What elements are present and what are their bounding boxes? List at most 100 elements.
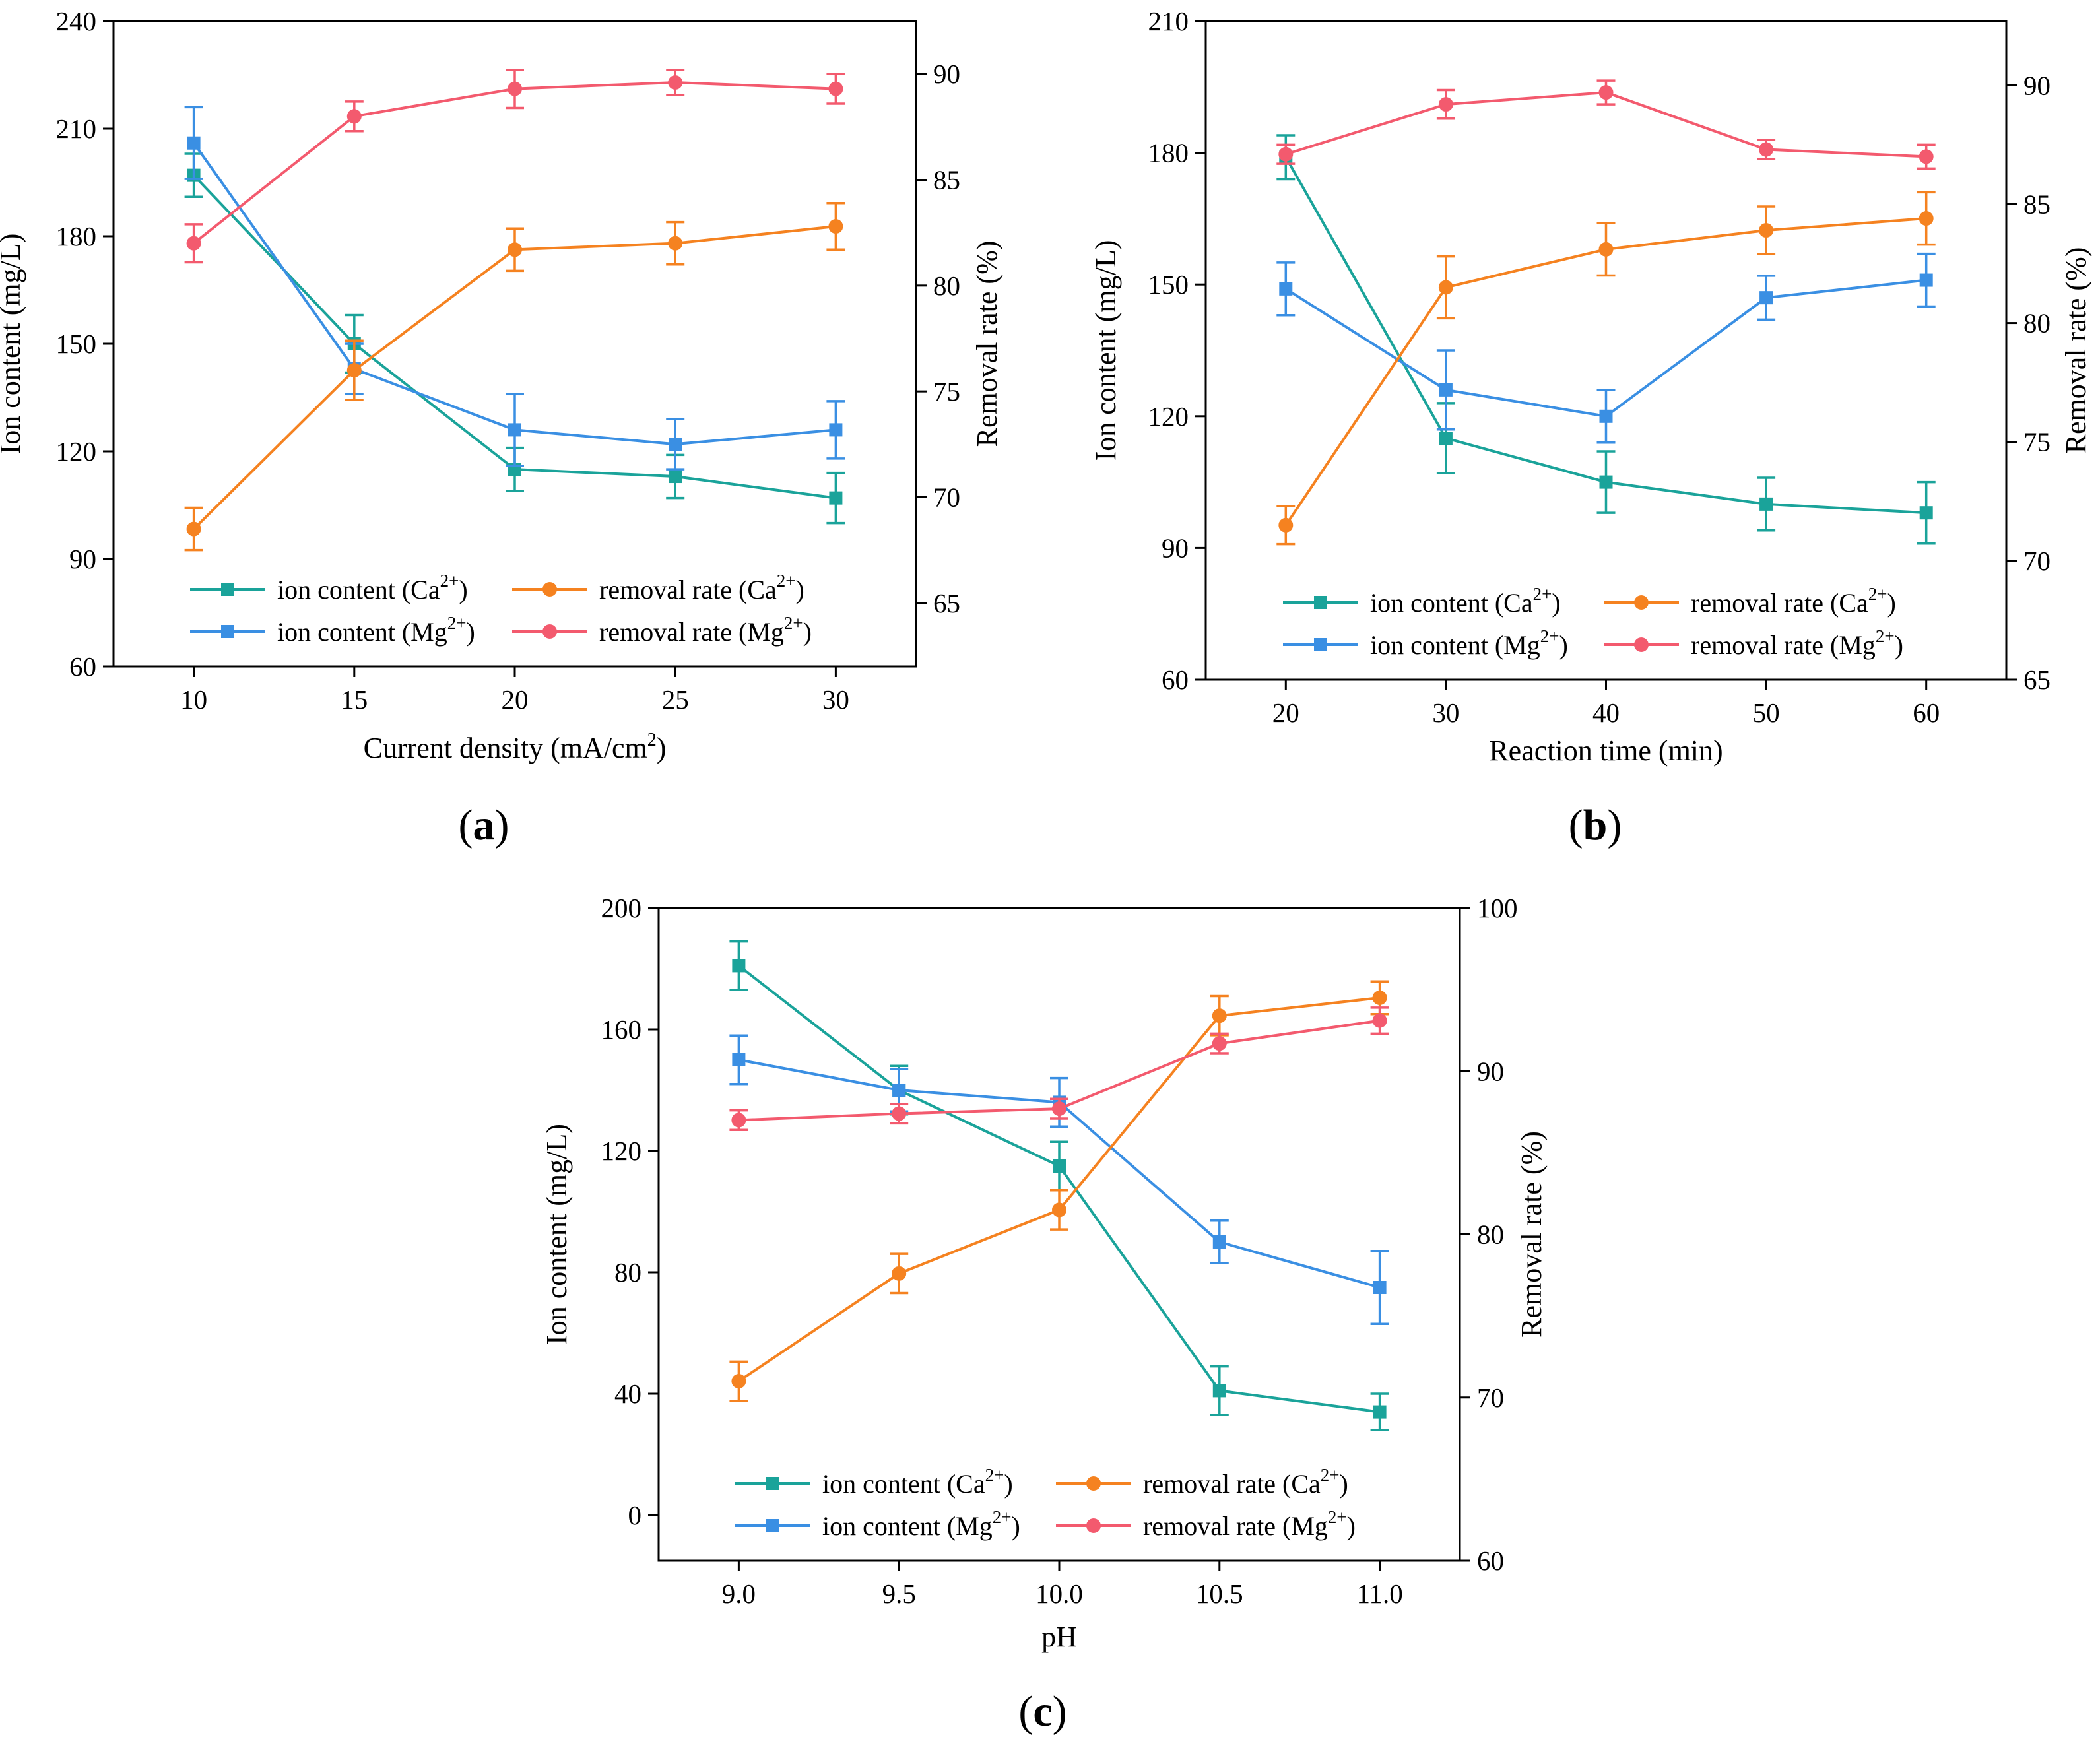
- x-tick-label: 30: [1432, 698, 1459, 728]
- x-axis-title-main: pH: [1041, 1621, 1077, 1653]
- y-left-tick-label: 240: [56, 6, 97, 36]
- data-point-square: [1373, 1405, 1387, 1419]
- legend-label-close: ): [795, 575, 804, 604]
- legend-label-sup: 2+: [447, 613, 467, 633]
- plot-frame: [112, 20, 917, 668]
- data-point-circle: [1052, 1101, 1066, 1117]
- data-point-circle: [892, 1106, 907, 1121]
- legend-label-close: ): [1559, 630, 1567, 660]
- data-point-square: [1599, 475, 1613, 489]
- data-point-circle: [828, 81, 843, 96]
- legend-marker-square: [221, 625, 234, 638]
- data-point-circle: [828, 219, 843, 234]
- legend-label-main: ion content (Mg: [1370, 630, 1540, 660]
- y-right-tick-label: 75: [933, 376, 960, 406]
- data-point-circle: [508, 81, 522, 96]
- data-point-circle: [668, 236, 683, 251]
- data-point-circle: [1278, 146, 1294, 162]
- data-point-square: [1373, 1281, 1387, 1294]
- x-tick-label: 60: [1913, 698, 1940, 728]
- panel-label-open: (: [1018, 1687, 1033, 1736]
- data-point-square: [1439, 432, 1453, 445]
- legend-label-ion_ca: ion content (Ca2+): [1370, 584, 1561, 618]
- legend-label-rem_ca: removal rate (Ca2+): [1691, 584, 1896, 618]
- y-right-tick-label: 90: [1477, 1056, 1504, 1086]
- data-point-square: [829, 491, 843, 505]
- legend-label-close: ): [466, 617, 475, 647]
- legend-marker-circle: [1086, 1518, 1101, 1533]
- data-point-circle: [1598, 242, 1614, 257]
- legend-label-sup: 2+: [1321, 1465, 1340, 1485]
- legend: ion content (Ca2+) removal rate (Ca2+)ion…: [735, 1465, 1356, 1541]
- y-right-tick-label: 90: [2023, 70, 2051, 100]
- data-point-circle: [1052, 1202, 1066, 1218]
- data-point-square: [669, 438, 682, 451]
- panel-label-letter: a: [473, 801, 495, 849]
- legend-label-ion_ca: ion content (Ca2+): [822, 1465, 1013, 1499]
- legend-label-main: ion content (Mg: [822, 1511, 993, 1541]
- panel-label-close: ): [1607, 801, 1622, 849]
- y-left-tick-label: 90: [1162, 533, 1189, 563]
- legend-label-ion_mg: ion content (Mg2+): [277, 613, 475, 647]
- data-point-square: [892, 1084, 906, 1097]
- data-point-square: [1212, 1384, 1226, 1398]
- legend-label-sup: 2+: [784, 613, 803, 633]
- data-point-square: [1439, 383, 1453, 397]
- y-right-tick-label: 80: [2023, 308, 2051, 339]
- y-left-tick-label: 120: [56, 436, 97, 467]
- y-right-tick-label: 90: [933, 59, 960, 89]
- data-point-circle: [186, 521, 201, 537]
- y-left-tick-label: 90: [69, 544, 96, 574]
- y-right-axis-title: Removal rate (%): [971, 241, 1003, 447]
- x-tick-label: 50: [1753, 698, 1780, 728]
- series-rem_ca: [184, 202, 845, 552]
- y-left-tick-label: 60: [1162, 665, 1189, 695]
- y-right-axis-title: Removal rate (%): [2060, 247, 2092, 454]
- data-point-square: [669, 470, 682, 484]
- series-ion_mg: [1276, 252, 1936, 444]
- legend-label-main: ion content (Ca: [822, 1469, 985, 1499]
- legend-marker-square: [221, 583, 234, 596]
- panel-label-open: (: [1569, 801, 1583, 849]
- data-point-circle: [731, 1113, 746, 1128]
- y-left-tick-label: 180: [56, 221, 97, 251]
- panel-label-letter: c: [1033, 1687, 1052, 1736]
- panel-label-letter: b: [1583, 801, 1608, 849]
- y-right-tick-label: 80: [933, 271, 960, 301]
- data-point-circle: [1759, 223, 1774, 238]
- x-tick-label: 30: [822, 684, 849, 715]
- x-tick-label: 20: [1272, 698, 1299, 728]
- legend-label-rem_ca: removal rate (Ca2+): [1143, 1465, 1348, 1499]
- legend-label-ion_ca: ion content (Ca2+): [277, 571, 468, 604]
- data-point-circle: [186, 236, 201, 251]
- legend-label-close: ): [1004, 1469, 1012, 1499]
- legend-label-main: ion content (Mg: [277, 617, 447, 647]
- data-point-circle: [1919, 149, 1934, 164]
- y-right-tick-label: 60: [1477, 1545, 1504, 1576]
- x-tick-label: 25: [662, 684, 689, 715]
- legend-marker-square: [1314, 638, 1327, 651]
- data-point-circle: [1212, 1008, 1227, 1024]
- legend-label-sup: 2+: [1540, 626, 1559, 646]
- legend-label-close: ): [1011, 1511, 1020, 1541]
- data-point-circle: [346, 109, 362, 124]
- series-ion_ca: [729, 940, 1389, 1431]
- y-left-axis-title: Ion content (mg/L): [541, 1124, 573, 1345]
- data-point-circle: [1438, 280, 1453, 295]
- data-point-square: [508, 423, 521, 437]
- legend-label-main: removal rate (Ca: [1143, 1469, 1321, 1499]
- data-point-square: [732, 959, 746, 973]
- legend-label-sup: 2+: [1533, 584, 1552, 604]
- data-point-square: [1919, 273, 1933, 287]
- x-tick-label: 10.0: [1035, 1578, 1083, 1609]
- legend-label-sup: 2+: [993, 1507, 1012, 1527]
- y-right-tick-label: 75: [2023, 427, 2051, 457]
- data-point-square: [732, 1053, 746, 1066]
- y-right-tick-label: 100: [1477, 893, 1518, 923]
- y-right-tick-label: 85: [933, 164, 960, 195]
- legend-label-main: ion content (Ca: [1370, 588, 1533, 618]
- panel-label-close: ): [1053, 1687, 1067, 1736]
- legend-label-close: ): [1895, 630, 1903, 660]
- x-axis-title-main: Current density (mA/cm: [364, 732, 647, 764]
- legend: ion content (Ca2+) removal rate (Ca2+)ion…: [1283, 584, 1903, 660]
